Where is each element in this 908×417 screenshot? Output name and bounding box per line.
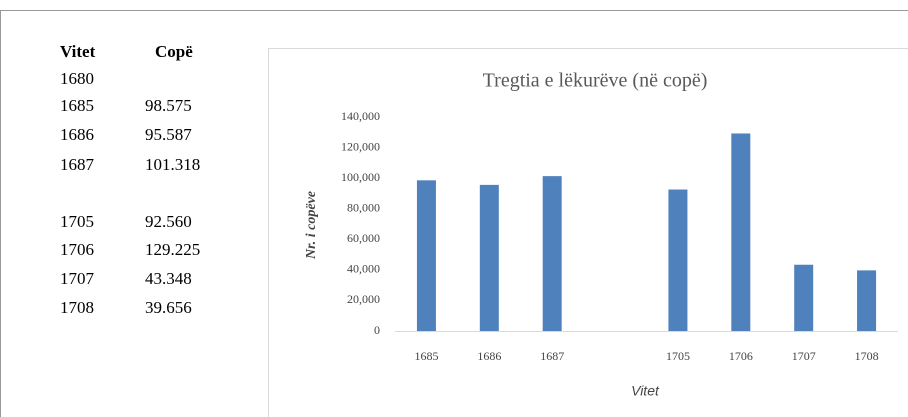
bar bbox=[794, 264, 814, 331]
y-tick-label: 120,000 bbox=[341, 139, 380, 153]
table-value: 129.225 bbox=[145, 240, 200, 259]
bar bbox=[668, 189, 688, 331]
y-tick-label: 40,000 bbox=[347, 262, 380, 276]
table-value: 43.348 bbox=[145, 269, 192, 288]
table-year: 1707 bbox=[60, 269, 95, 288]
y-tick-label: 0 bbox=[374, 323, 380, 337]
x-tick-label: 1708 bbox=[855, 349, 879, 363]
bar bbox=[731, 133, 751, 331]
table-value: 39.656 bbox=[145, 298, 192, 317]
table-year: 1680 bbox=[60, 69, 94, 88]
table-year: 1685 bbox=[60, 96, 94, 115]
y-tick-label: 140,000 bbox=[341, 109, 380, 123]
bar bbox=[542, 176, 562, 331]
x-tick-label: 1705 bbox=[666, 349, 690, 363]
x-tick-label: 1707 bbox=[792, 349, 816, 363]
y-tick-label: 60,000 bbox=[347, 231, 380, 245]
bar bbox=[857, 270, 877, 331]
x-tick-label: 1687 bbox=[540, 349, 564, 363]
chart-title: Tregtia e lëkurëve (në copë) bbox=[483, 70, 708, 92]
table-header: Vitet bbox=[60, 42, 96, 61]
table-value: 101.318 bbox=[145, 155, 200, 174]
bar bbox=[416, 180, 436, 331]
table-year: 1686 bbox=[60, 125, 94, 144]
table-year: 1708 bbox=[60, 298, 94, 317]
y-axis-label: Nr. i copëve bbox=[304, 191, 319, 260]
y-tick-label: 20,000 bbox=[347, 292, 380, 306]
table-value: 92.560 bbox=[145, 212, 192, 231]
y-tick-label: 80,000 bbox=[347, 200, 380, 214]
chart-panel bbox=[268, 48, 908, 417]
y-tick-label: 100,000 bbox=[341, 170, 380, 184]
table-header: Copë bbox=[155, 42, 193, 61]
table-year: 1687 bbox=[60, 155, 95, 174]
table-value: 98.575 bbox=[145, 96, 192, 115]
bar bbox=[479, 184, 499, 331]
x-tick-label: 1706 bbox=[729, 349, 753, 363]
table-year: 1705 bbox=[60, 212, 94, 231]
table-year: 1706 bbox=[60, 240, 94, 259]
x-tick-label: 1686 bbox=[477, 349, 501, 363]
x-tick-label: 1685 bbox=[414, 349, 438, 363]
table-value: 95.587 bbox=[145, 125, 192, 144]
x-axis-label: Vitet bbox=[631, 383, 660, 399]
